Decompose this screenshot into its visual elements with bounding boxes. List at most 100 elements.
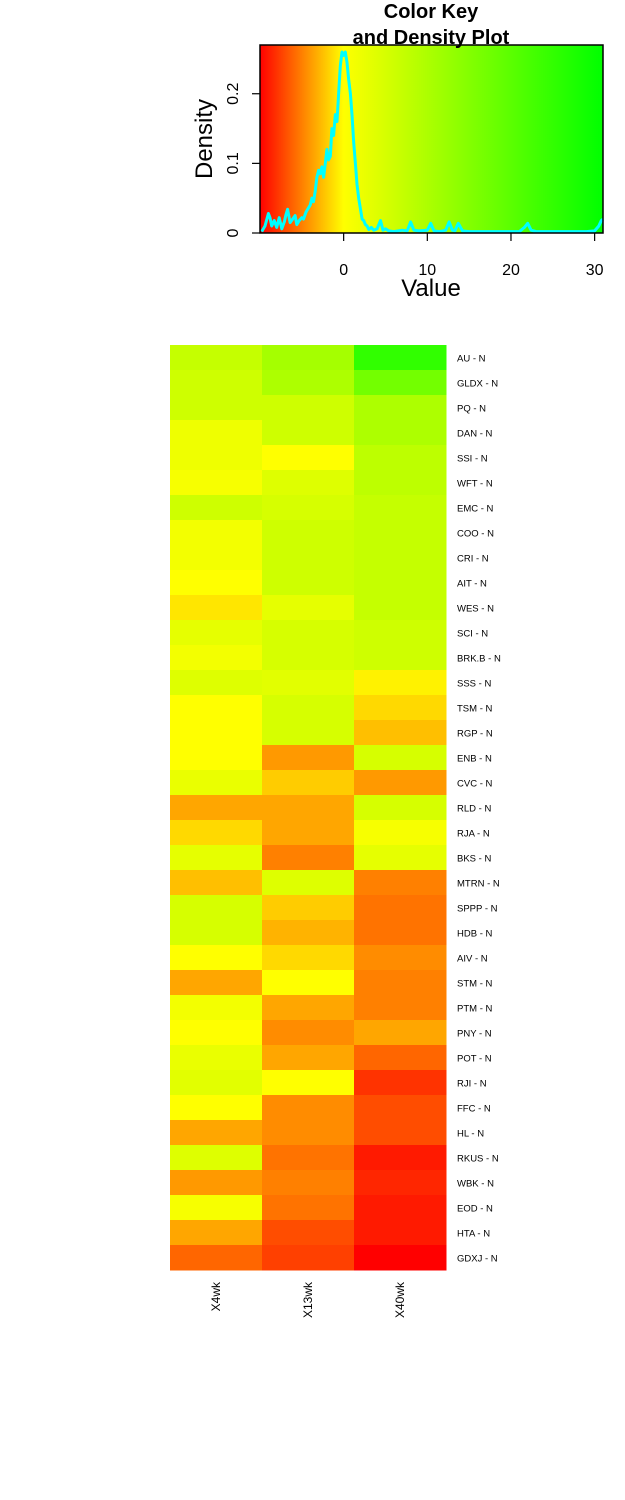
heatmap-cell — [262, 1070, 355, 1096]
x-tick-label: 30 — [586, 262, 604, 279]
heatmap-row-label: STM - N — [457, 979, 492, 990]
heatmap-cell — [354, 1095, 447, 1121]
heatmap-cell — [354, 1220, 447, 1246]
heatmap-cell — [354, 695, 447, 721]
heatmap-cell — [170, 595, 263, 621]
color-key-x-axis-label: Value — [401, 275, 461, 302]
heatmap-cell — [354, 845, 447, 871]
heatmap-column-label: X40wk — [393, 1281, 407, 1318]
heatmap-cell — [354, 420, 447, 446]
heatmap-cell — [170, 1045, 263, 1071]
heatmap-row-label: PTM - N — [457, 1004, 492, 1015]
y-tick-label: 0 — [225, 228, 242, 237]
heatmap-column-labels: X4wk X13wk X40wk — [209, 1281, 407, 1318]
heatmap-cell — [354, 920, 447, 946]
heatmap-cell — [262, 670, 355, 696]
heatmap-cell — [262, 395, 355, 421]
heatmap-cell — [262, 745, 355, 771]
heatmap-cell — [354, 870, 447, 896]
heatmap-row-label: GLDX - N — [457, 379, 498, 390]
heatmap-cell — [262, 1020, 355, 1046]
heatmap-row-label: AU - N — [457, 354, 486, 365]
color-key-title-line-1: Color Key — [384, 1, 479, 23]
heatmap-row-label: AIV - N — [457, 954, 488, 965]
heatmap-cell — [170, 695, 263, 721]
heatmap-cell — [170, 1070, 263, 1096]
heatmap-cell — [354, 945, 447, 971]
heatmap-cell — [354, 620, 447, 646]
heatmap-cell — [354, 445, 447, 471]
color-key-x-axis: 0 10 20 30 — [339, 232, 604, 279]
color-key-gradient — [260, 45, 603, 233]
heatmap-cell — [170, 820, 263, 846]
heatmap-row-label: RLD - N — [457, 804, 491, 815]
heatmap-cell — [262, 845, 355, 871]
heatmap-cell — [262, 1195, 355, 1221]
x-tick-label: 20 — [502, 262, 520, 279]
y-tick-label: 0.1 — [225, 152, 242, 174]
heatmap-cell — [262, 645, 355, 671]
heatmap-cell — [262, 620, 355, 646]
heatmap-cell — [354, 470, 447, 496]
heatmap-cell — [354, 495, 447, 521]
heatmap-row-label: AIT - N — [457, 579, 487, 590]
heatmap-row-label: COO - N — [457, 529, 494, 540]
heatmap-row-label: RGP - N — [457, 729, 493, 740]
heatmap-row-label: PQ - N — [457, 404, 486, 415]
color-key-y-axis: 0 0.1 0.2 — [225, 83, 261, 237]
heatmap-cell — [262, 970, 355, 996]
heatmap-row-label: WBK - N — [457, 1179, 494, 1190]
heatmap-cell — [170, 395, 263, 421]
x-tick-label: 10 — [418, 262, 436, 279]
heatmap-cell — [262, 1145, 355, 1171]
heatmap-cell — [170, 570, 263, 596]
heatmap-cell — [262, 695, 355, 721]
heatmap-row-label: RJA - N — [457, 829, 490, 840]
heatmap-cell — [170, 745, 263, 771]
heatmap-cell — [170, 870, 263, 896]
heatmap-cell — [354, 1020, 447, 1046]
heatmap-row-labels: AU - N GLDX - N PQ - N DAN - N SSI - N WFT - … — [457, 354, 501, 1265]
heatmap-row-label: MTRN - N — [457, 879, 500, 890]
x-tick-label: 0 — [339, 262, 348, 279]
heatmap-cell — [170, 995, 263, 1021]
heatmap-cell — [262, 445, 355, 471]
heatmap-cell — [262, 720, 355, 746]
heatmap-cell — [262, 345, 355, 371]
heatmap-row-label: CVC - N — [457, 779, 493, 790]
heatmap-cell — [262, 770, 355, 796]
heatmap-row-label: SCI - N — [457, 629, 488, 640]
heatmap-cell — [354, 570, 447, 596]
heatmap-cell — [354, 370, 447, 396]
heatmap-row-label: BKS - N — [457, 854, 491, 865]
heatmap-cell — [262, 545, 355, 571]
heatmap-cell — [170, 420, 263, 446]
heatmap-row-label: HTA - N — [457, 1229, 490, 1240]
heatmap-cell — [262, 870, 355, 896]
heatmap-row-label: PNY - N — [457, 1029, 492, 1040]
heatmap-cell — [262, 820, 355, 846]
y-tick-label: 0.2 — [225, 83, 242, 105]
heatmap-cell — [262, 920, 355, 946]
heatmap-cell — [170, 795, 263, 821]
heatmap-cell — [354, 720, 447, 746]
heatmap-row-label: HDB - N — [457, 929, 493, 940]
heatmap-cell — [170, 345, 263, 371]
heatmap-row-label: SSS - N — [457, 679, 491, 690]
heatmap-column-label: X4wk — [209, 1281, 223, 1311]
heatmap-cell — [262, 470, 355, 496]
heatmap-cell — [170, 770, 263, 796]
heatmap-cell — [354, 1195, 447, 1221]
heatmap-cell — [354, 1120, 447, 1146]
heatmap-row-label: RJI - N — [457, 1079, 487, 1090]
heatmap-cell — [170, 445, 263, 471]
heatmap-cell — [354, 1045, 447, 1071]
heatmap-row-label: POT - N — [457, 1054, 492, 1065]
heatmap-row-label: TSM - N — [457, 704, 492, 715]
heatmap-cell — [262, 420, 355, 446]
heatmap-cell — [170, 720, 263, 746]
heatmap-cell — [170, 1095, 263, 1121]
heatmap-cell — [170, 645, 263, 671]
heatmap-cell — [170, 1120, 263, 1146]
heatmap-cell — [354, 1145, 447, 1171]
